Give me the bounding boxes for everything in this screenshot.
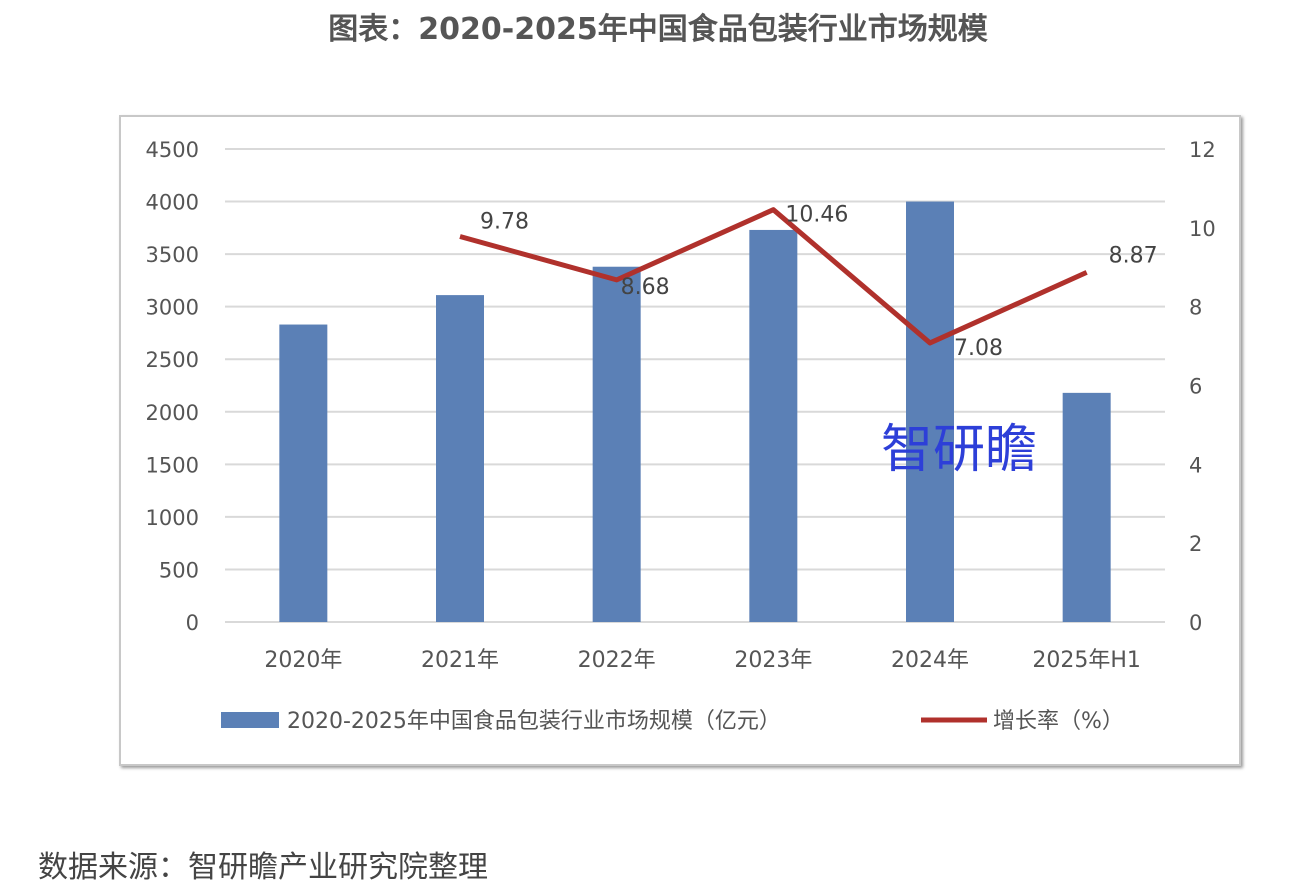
watermark-text: 智研瞻	[881, 420, 1037, 480]
y-right-tick-label: 8	[1189, 296, 1202, 320]
bar	[1062, 392, 1111, 622]
source-note: 数据来源：智研瞻产业研究院整理	[38, 850, 488, 885]
y-left-tick-label: 3500	[146, 243, 199, 267]
bar	[436, 295, 484, 622]
x-tick-label: 2020年	[264, 648, 342, 673]
growth-data-label: 7.08	[954, 336, 1003, 361]
x-tick-label: 2021年	[421, 648, 499, 673]
chart-frame: 0 500 1000 1500 2000 2500 3000 3500 4000 4500 0 2 4 6…	[119, 115, 1241, 766]
y-right-tick-label: 6	[1189, 375, 1202, 399]
y-left-tick-label: 0	[186, 611, 199, 635]
y-right-tick-label: 2	[1189, 532, 1202, 556]
bar	[749, 229, 798, 622]
y-left-tick-label: 4000	[146, 191, 199, 215]
y-right-tick-label: 0	[1189, 611, 1202, 635]
y-right-tick-label: 12	[1189, 138, 1216, 162]
growth-line	[459, 207, 1088, 346]
y-left-tick-label: 2000	[146, 401, 199, 425]
x-tick-label: 2023年	[734, 648, 812, 673]
x-tick-label: 2022年	[578, 648, 656, 673]
page-title: 图表：2020-2025年中国食品包装行业市场规模	[328, 12, 988, 47]
x-tick-label: 2024年	[891, 648, 969, 673]
growth-data-label: 8.87	[1109, 243, 1158, 268]
y-right-tick-label: 10	[1189, 217, 1216, 241]
y-left-tick-label: 3000	[146, 296, 199, 320]
growth-data-label: 9.78	[480, 210, 529, 235]
y-left-tick-label: 500	[159, 558, 199, 582]
legend-label-line: 增长率（%）	[993, 709, 1124, 734]
legend-label-bar: 2020-2025年中国食品包装行业市场规模（亿元）	[287, 709, 781, 734]
y-right-tick-label: 4	[1189, 453, 1202, 477]
y-left-tick-label: 4500	[146, 138, 199, 162]
legend-swatch-bar	[221, 712, 279, 728]
bar	[906, 201, 954, 623]
growth-data-label: 8.68	[621, 275, 670, 300]
bar	[279, 324, 328, 622]
x-tick-label: 2025年H1	[1032, 648, 1141, 673]
y-left-tick-label: 1500	[146, 453, 199, 477]
growth-data-label: 10.46	[785, 203, 848, 228]
chart-svg: 0 500 1000 1500 2000 2500 3000 3500 4000 4500 0 2 4 6…	[146, 138, 1216, 734]
y-left-tick-label: 1000	[146, 506, 199, 530]
y-left-tick-label: 2500	[146, 348, 199, 372]
bar	[592, 266, 641, 622]
